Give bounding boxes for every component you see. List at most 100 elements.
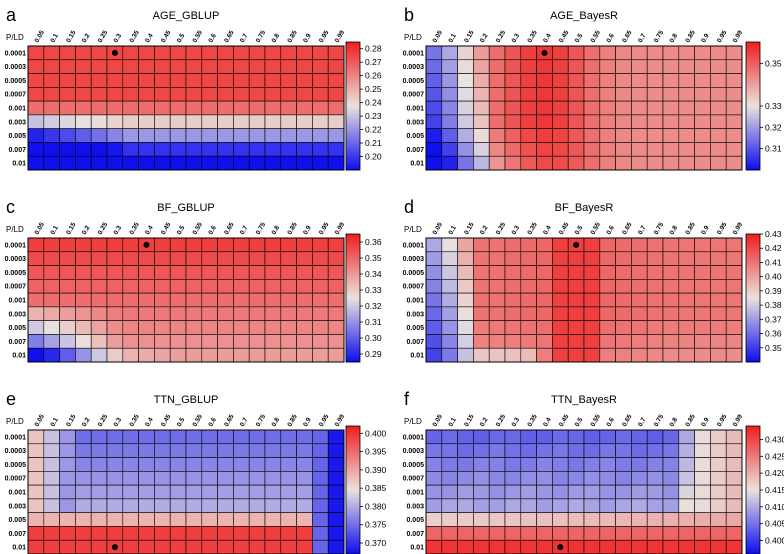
heatmap-cell: [75, 526, 92, 541]
heatmap-cell: [264, 471, 282, 486]
heatmap-cell: [504, 59, 522, 74]
heatmap-cell: [43, 73, 60, 88]
row-tick-label: 0.0001: [403, 434, 425, 441]
colorbar-tick-label: 0.30: [365, 333, 382, 343]
heatmap-cell: [233, 320, 250, 335]
heatmap-cell: [312, 443, 329, 458]
heatmap-cell: [710, 457, 727, 472]
heatmap-cell: [201, 251, 218, 266]
colorbar-segment: [346, 276, 360, 280]
heatmap-cell: [296, 306, 313, 321]
heatmap-cell: [90, 320, 108, 335]
heatmap-cell: [520, 292, 537, 308]
heatmap-cell: [296, 59, 313, 74]
colorbar-segment: [746, 426, 760, 429]
heatmap-cell: [725, 265, 743, 280]
column-tick-label: 0.7: [239, 32, 250, 44]
heatmap-cell: [248, 155, 266, 171]
heatmap-cell: [583, 292, 601, 308]
heatmap-cell: [296, 484, 313, 500]
heatmap-cell: [504, 512, 522, 527]
heatmap-cell: [106, 471, 124, 486]
colorbar-segment: [346, 289, 360, 292]
colorbar-segment: [346, 74, 360, 77]
heatmap-cell: [567, 265, 585, 280]
heatmap-cell: [425, 292, 443, 308]
colorbar-segment: [746, 306, 760, 310]
colorbar-tick-label: 0.41: [765, 257, 782, 267]
heatmap-cell: [264, 347, 282, 363]
heatmap-cell: [169, 128, 187, 143]
colorbar-segment: [746, 513, 760, 516]
colorbar-segment: [346, 234, 360, 237]
heatmap-cell: [248, 334, 266, 349]
heatmap-cell: [552, 347, 569, 363]
heatmap-cell: [154, 100, 171, 116]
heatmap-cell: [552, 114, 569, 129]
heatmap-cell: [646, 320, 664, 335]
heatmap-cell: [185, 457, 203, 472]
heatmap-cell: [678, 292, 695, 308]
heatmap-cell: [201, 484, 218, 500]
heatmap-cell: [296, 347, 313, 363]
column-tick-label: 0.95: [716, 221, 729, 236]
heatmap-cell: [710, 128, 727, 143]
heatmap-cell: [122, 471, 139, 486]
heatmap-cell: [217, 114, 234, 129]
heatmap-cell: [725, 292, 743, 308]
heatmap-cell: [154, 155, 171, 171]
heatmap-cell: [441, 347, 458, 363]
colorbar-segment: [746, 477, 760, 480]
colorbar-segment: [746, 487, 760, 491]
heatmap-cell: [504, 279, 522, 294]
heatmap-cell: [473, 334, 490, 349]
column-tick-label: 0.1: [49, 32, 60, 44]
heatmap-cell: [504, 100, 522, 116]
heatmap-cell: [646, 457, 664, 472]
heatmap-cell: [646, 114, 664, 129]
heatmap-cell: [536, 73, 553, 88]
row-tick-label: 0.003: [8, 503, 26, 510]
heatmap-cell: [567, 306, 585, 321]
heatmap-cell: [473, 265, 490, 280]
heatmap-cell: [425, 237, 443, 253]
heatmap-cell: [106, 279, 124, 294]
heatmap-cell: [710, 45, 727, 61]
colorbar-segment: [746, 291, 760, 295]
colorbar-tick-label: 0.375: [365, 520, 387, 530]
heatmap-cell: [536, 471, 553, 486]
heatmap-cell: [504, 429, 522, 445]
colorbar-segment: [746, 263, 760, 267]
colorbar-tick-label: 0.395: [365, 447, 387, 457]
heatmap-cell: [504, 251, 522, 266]
heatmap-cell: [169, 265, 187, 280]
heatmap-cell: [201, 539, 218, 554]
heatmap-cell: [678, 45, 695, 61]
colorbar-segment: [346, 519, 360, 523]
colorbar-segment: [346, 52, 360, 56]
heatmap-cell: [536, 292, 553, 308]
heatmap-cell: [59, 347, 76, 363]
colorbar-segment: [346, 67, 360, 71]
heatmap-cell: [725, 45, 743, 61]
heatmap-cell: [567, 471, 585, 486]
column-tick-label: 0.4: [144, 32, 155, 44]
heatmap-cell: [520, 539, 537, 554]
heatmap-cell: [264, 457, 282, 472]
colorbar-tick-label: 0.370: [365, 538, 387, 548]
heatmap-cell: [425, 128, 443, 143]
heatmap-cell: [552, 512, 569, 527]
heatmap-cell: [217, 498, 234, 513]
heatmap-cell: [646, 334, 664, 349]
row-tick-label: 0.005: [8, 517, 26, 524]
row-tick-label: 0.01: [12, 353, 26, 360]
heatmap-cell: [710, 100, 727, 116]
row-tick-label: 0.005: [8, 133, 26, 140]
heatmap-cell: [615, 59, 632, 74]
heatmap-cell: [520, 498, 537, 513]
heatmap-cell: [248, 526, 266, 541]
heatmap-cell: [457, 443, 474, 458]
heatmap-cell: [694, 498, 711, 513]
heatmap-cell: [662, 128, 680, 143]
heatmap-cell: [296, 498, 313, 513]
